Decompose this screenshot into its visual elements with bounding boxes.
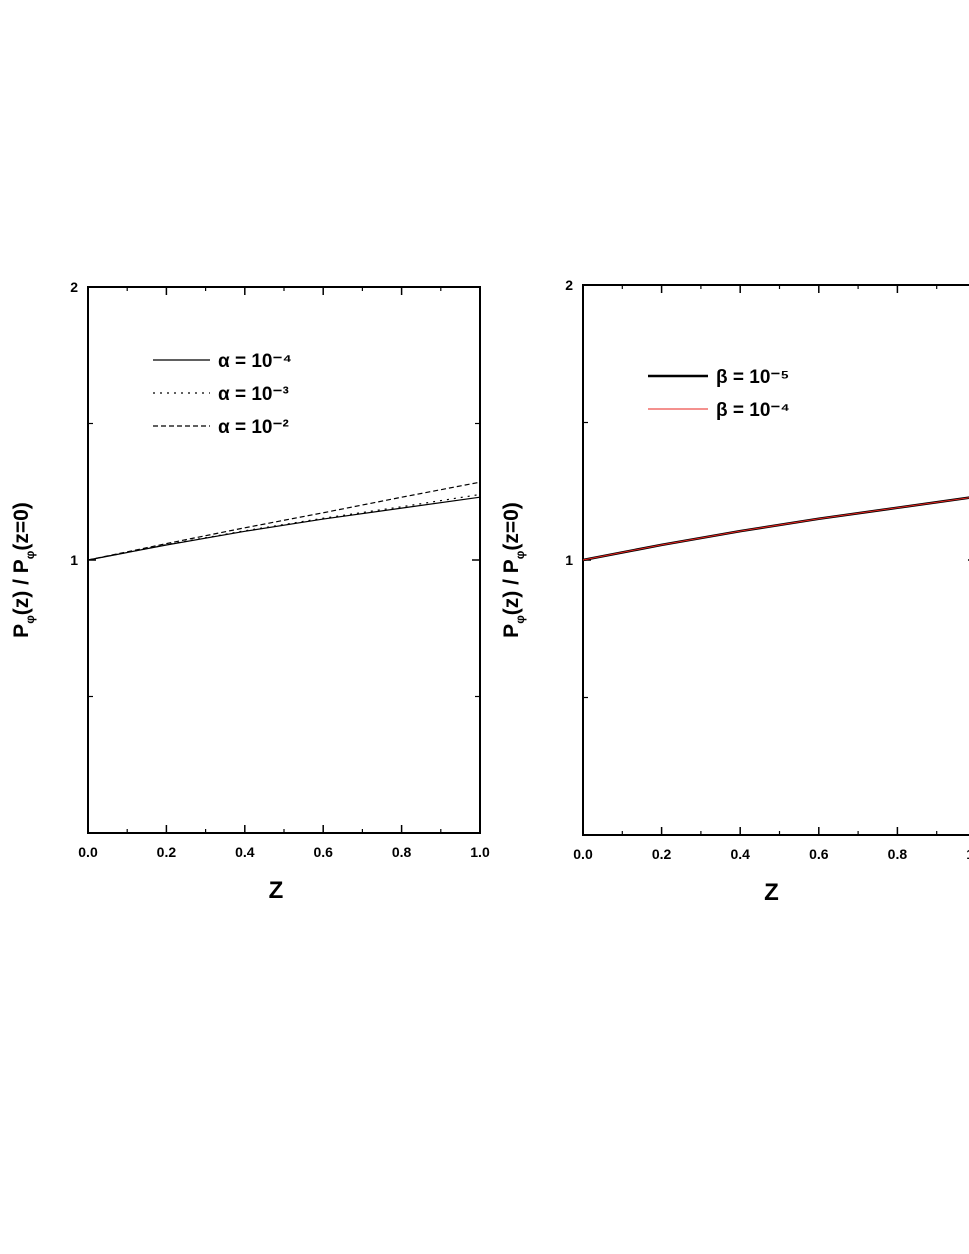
legend-label: α = 10⁻³: [218, 384, 289, 405]
y-label-part: (z) / P: [500, 559, 523, 615]
y-label-part: P: [10, 624, 33, 638]
y-axis-label: Pφ(z) / Pφ(z=0): [10, 502, 37, 638]
x-tick-label: 1.0: [470, 844, 490, 860]
legend-label: α = 10⁻²: [218, 417, 289, 438]
series-line: [87, 481, 481, 561]
x-tick-label: 1.0: [966, 846, 969, 862]
x-tick-label: 0.4: [730, 846, 750, 862]
x-tick-label: 0.0: [78, 844, 98, 860]
y-label-subscript: φ: [23, 615, 37, 624]
legend-label: α = 10⁻⁴: [218, 351, 292, 372]
y-label-part: (z) / P: [10, 559, 33, 615]
series-line: [582, 497, 969, 561]
x-axis-label: Z: [764, 879, 779, 906]
x-tick-label: 0.4: [235, 844, 255, 860]
legend-label: β = 10⁻⁵: [716, 367, 789, 388]
y-tick-label: 2: [565, 277, 573, 293]
x-tick-label: 0.8: [392, 844, 412, 860]
y-tick-label: 1: [565, 552, 573, 568]
y-label-part: (z=0): [500, 502, 523, 550]
legend-label: β = 10⁻⁴: [716, 400, 790, 421]
x-tick-label: 0.8: [888, 846, 908, 862]
x-tick-label: 0.0: [573, 846, 593, 862]
x-tick-label: 0.2: [157, 844, 177, 860]
y-label-subscript: φ: [513, 615, 527, 624]
y-tick-label: 1: [70, 552, 78, 568]
x-tick-label: 0.6: [313, 844, 333, 860]
series-line: [87, 493, 481, 561]
y-label-part: P: [500, 624, 523, 638]
x-tick-label: 0.6: [809, 846, 829, 862]
y-label-part: (z=0): [10, 502, 33, 550]
x-axis-label: Z: [269, 877, 284, 904]
y-tick-label: 2: [70, 279, 78, 295]
y-label-subscript: φ: [23, 550, 37, 559]
x-tick-label: 0.2: [652, 846, 672, 862]
y-axis-label: Pφ(z) / Pφ(z=0): [500, 502, 527, 638]
y-label-subscript: φ: [513, 550, 527, 559]
series-line: [87, 496, 481, 561]
